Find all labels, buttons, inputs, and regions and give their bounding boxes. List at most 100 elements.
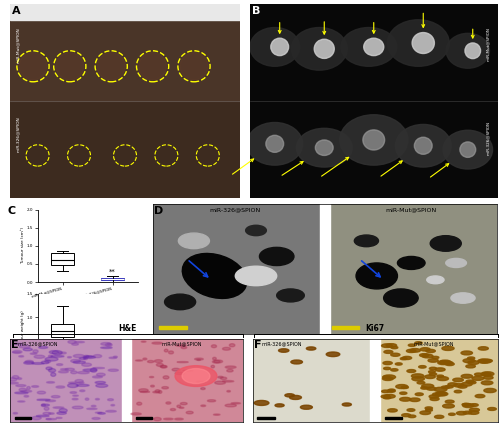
- Ellipse shape: [12, 352, 20, 353]
- Ellipse shape: [180, 407, 184, 409]
- Ellipse shape: [180, 53, 208, 80]
- Circle shape: [384, 367, 390, 370]
- Circle shape: [400, 397, 411, 401]
- Ellipse shape: [160, 366, 166, 368]
- Circle shape: [436, 392, 446, 396]
- Ellipse shape: [163, 376, 169, 379]
- Circle shape: [428, 359, 438, 362]
- Bar: [131, 339, 242, 422]
- Circle shape: [463, 411, 471, 414]
- Text: A: A: [12, 6, 21, 16]
- Circle shape: [482, 381, 493, 385]
- Text: miR-326@SPION: miR-326@SPION: [262, 341, 302, 346]
- Ellipse shape: [194, 358, 203, 360]
- Ellipse shape: [222, 380, 234, 382]
- Ellipse shape: [56, 417, 62, 418]
- Circle shape: [384, 350, 393, 354]
- Bar: [152, 204, 320, 334]
- Circle shape: [408, 344, 416, 346]
- Text: miR-326@SPION: miR-326@SPION: [16, 117, 20, 153]
- Ellipse shape: [208, 400, 216, 402]
- Ellipse shape: [98, 412, 106, 414]
- Ellipse shape: [363, 130, 384, 150]
- Ellipse shape: [48, 355, 52, 357]
- Circle shape: [254, 400, 269, 406]
- Ellipse shape: [73, 395, 78, 396]
- Ellipse shape: [79, 357, 86, 360]
- Ellipse shape: [43, 412, 51, 415]
- Ellipse shape: [18, 378, 21, 380]
- Ellipse shape: [56, 386, 64, 388]
- Circle shape: [415, 393, 423, 396]
- Ellipse shape: [175, 418, 183, 420]
- Circle shape: [482, 373, 491, 376]
- Ellipse shape: [95, 381, 106, 384]
- Ellipse shape: [48, 368, 56, 372]
- Ellipse shape: [214, 360, 222, 363]
- Ellipse shape: [182, 253, 247, 299]
- Ellipse shape: [68, 357, 71, 358]
- Circle shape: [406, 349, 416, 353]
- Circle shape: [432, 356, 439, 359]
- Circle shape: [470, 404, 478, 406]
- Circle shape: [381, 395, 390, 398]
- Ellipse shape: [384, 289, 418, 307]
- Bar: [122, 339, 131, 422]
- Circle shape: [478, 359, 488, 363]
- Circle shape: [430, 373, 436, 375]
- Circle shape: [430, 397, 439, 400]
- Circle shape: [481, 372, 494, 376]
- PathPatch shape: [52, 253, 74, 265]
- Ellipse shape: [36, 415, 49, 417]
- Circle shape: [448, 383, 457, 386]
- Ellipse shape: [72, 406, 83, 409]
- Ellipse shape: [46, 418, 56, 420]
- Circle shape: [412, 374, 424, 378]
- Ellipse shape: [218, 376, 223, 378]
- Circle shape: [421, 387, 428, 389]
- Ellipse shape: [85, 398, 89, 400]
- Circle shape: [478, 359, 491, 363]
- Circle shape: [342, 403, 351, 406]
- Circle shape: [462, 404, 474, 408]
- Ellipse shape: [164, 418, 173, 420]
- Ellipse shape: [100, 347, 112, 348]
- Ellipse shape: [56, 364, 63, 366]
- Ellipse shape: [153, 391, 160, 393]
- Circle shape: [425, 407, 432, 409]
- PathPatch shape: [52, 324, 74, 337]
- Bar: [160, 326, 187, 329]
- Bar: [370, 339, 380, 422]
- Text: E: E: [11, 340, 19, 349]
- Ellipse shape: [96, 373, 105, 376]
- Ellipse shape: [181, 346, 187, 348]
- Text: H&E: H&E: [118, 324, 136, 333]
- Bar: [10, 4, 240, 20]
- Text: miR-326@SPION: miR-326@SPION: [18, 341, 58, 346]
- Ellipse shape: [42, 361, 49, 364]
- Ellipse shape: [152, 342, 162, 344]
- Ellipse shape: [32, 416, 41, 420]
- Circle shape: [442, 404, 454, 408]
- Circle shape: [436, 392, 448, 396]
- Ellipse shape: [70, 391, 76, 394]
- Circle shape: [434, 415, 444, 418]
- Circle shape: [407, 369, 416, 372]
- Circle shape: [426, 387, 436, 390]
- Ellipse shape: [176, 345, 186, 346]
- Ellipse shape: [150, 385, 154, 387]
- Circle shape: [426, 409, 432, 412]
- Ellipse shape: [14, 343, 22, 345]
- Circle shape: [402, 357, 411, 360]
- Ellipse shape: [314, 39, 334, 58]
- Ellipse shape: [68, 340, 76, 343]
- Circle shape: [384, 394, 395, 398]
- Circle shape: [275, 404, 284, 407]
- Ellipse shape: [19, 388, 26, 391]
- Ellipse shape: [45, 357, 58, 361]
- Ellipse shape: [48, 413, 54, 414]
- Ellipse shape: [76, 384, 89, 386]
- Ellipse shape: [106, 410, 116, 412]
- Ellipse shape: [18, 401, 25, 402]
- Circle shape: [383, 375, 396, 379]
